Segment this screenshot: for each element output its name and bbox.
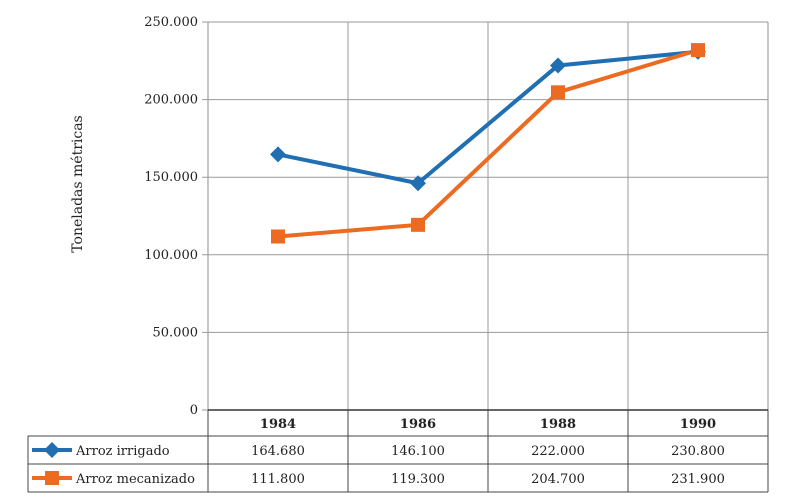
y-tick-label: 250.000 — [144, 15, 198, 30]
data-point — [551, 85, 565, 100]
legend-marker — [45, 471, 59, 485]
gridlines — [202, 21, 769, 411]
y-axis-label: Toneladas métricas — [70, 115, 86, 252]
x-tick-label: 1986 — [400, 417, 436, 432]
legend-marker — [44, 442, 60, 458]
y-tick-label: 50.000 — [153, 325, 199, 340]
data-label: 146.100 — [391, 444, 445, 459]
y-tick-label: 0 — [190, 403, 198, 418]
data-point — [271, 229, 285, 244]
series-line — [277, 48, 699, 239]
data-label: 231.900 — [671, 472, 725, 487]
data-table: 1984 1986 1988 1990 Arroz irrigado 164.680 146… — [27, 409, 769, 493]
y-tick-label: 150.000 — [144, 170, 198, 185]
x-tick-label: 1984 — [260, 417, 296, 432]
data-point — [411, 217, 425, 232]
data-label: 230.800 — [671, 444, 725, 459]
series-markers — [270, 43, 706, 244]
data-point — [410, 175, 426, 192]
data-point — [691, 43, 705, 58]
y-tick-label: 100.000 — [144, 248, 198, 263]
y-axis-ticks: 0 50.000 100.000 150.000 200.000 250.000 — [144, 15, 198, 418]
data-point — [270, 146, 286, 163]
series-name: Arroz mecanizado — [75, 472, 195, 487]
data-label: 111.800 — [251, 472, 305, 487]
x-tick-label: 1988 — [540, 417, 576, 432]
y-tick-label: 200.000 — [144, 93, 198, 108]
data-label: 164.680 — [251, 444, 305, 459]
series-name: Arroz irrigado — [75, 444, 170, 459]
data-label: 222.000 — [531, 444, 585, 459]
x-tick-label: 1990 — [680, 417, 716, 432]
series-line — [277, 49, 699, 186]
data-label: 119.300 — [391, 472, 445, 487]
data-point — [550, 57, 566, 74]
series-lines — [277, 48, 699, 239]
data-label: 204.700 — [531, 472, 585, 487]
